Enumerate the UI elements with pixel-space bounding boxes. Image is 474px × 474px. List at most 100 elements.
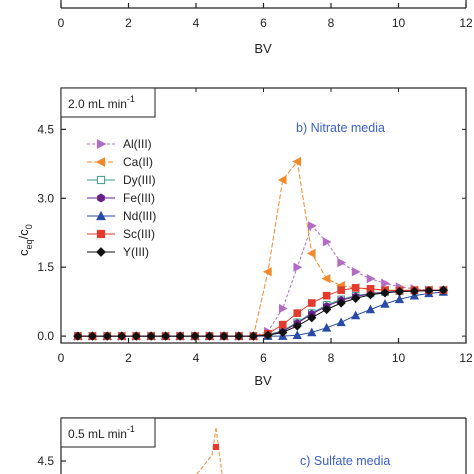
- data-point-aliii: [307, 221, 317, 231]
- panel-b-y-tick-label: 4.5: [37, 122, 54, 136]
- data-point-caii: [321, 274, 331, 284]
- data-point-sciii: [278, 320, 287, 329]
- data-point-yiii: [102, 331, 112, 341]
- panel-a-x-tick-labels: 0 2 4 6 8 10 12: [58, 16, 473, 30]
- data-point-yiii: [380, 288, 390, 298]
- data-point-yiii: [131, 331, 141, 341]
- data-point-caii: [277, 175, 287, 185]
- panel-a-x-tick-label: 6: [260, 16, 267, 30]
- data-point-yiii: [307, 313, 317, 323]
- legend-marker-dyiii: [96, 175, 106, 185]
- panel-b-x-tick-label: 4: [193, 351, 200, 365]
- panel-c-partial-marker: [213, 444, 219, 450]
- legend-marker-aliii: [96, 139, 107, 149]
- panel-c-partial-series-line: [196, 427, 217, 474]
- panel-b-flow-rate-exp: -1: [127, 94, 135, 104]
- panel-c: 0.5 mL min-1 c) Sulfate media 4.5: [37, 417, 467, 474]
- data-point-ndiii: [365, 304, 376, 314]
- data-point-aliii: [322, 237, 332, 247]
- legend-label-caii: Ca(II): [123, 155, 153, 169]
- panel-b-x-tick-label: 10: [392, 351, 406, 365]
- panel-b-x-tick-label: 8: [328, 351, 335, 365]
- panel-c-flow-rate-text: 0.5 mL min: [68, 427, 127, 441]
- data-point-yiii: [248, 331, 258, 341]
- panel-b-ticks: [60, 88, 467, 343]
- panel-b-y-tick-labels: 0.0 1.5 3.0 4.5: [37, 122, 54, 343]
- data-point-yiii: [365, 290, 376, 300]
- legend-marker-sciii: [96, 229, 106, 239]
- panel-a-x-tick-label: 4: [193, 16, 200, 30]
- data-point-sciii: [293, 309, 302, 317]
- panel-b-flow-rate-text: 2.0 mL min: [68, 97, 127, 111]
- data-point-ndiii: [336, 317, 346, 327]
- data-point-yiii: [351, 293, 361, 304]
- data-point-sciii: [351, 284, 360, 292]
- data-point-yiii: [438, 285, 448, 295]
- panel-b-x-tick-label: 12: [459, 351, 473, 365]
- legend-marker-feiii: [97, 193, 105, 203]
- panel-b-flow-rate-box: [60, 87, 156, 118]
- panel-b-x-tick-labels: 0 2 4 6 8 10 12: [58, 351, 473, 365]
- data-point-yiii: [146, 331, 156, 341]
- data-point-caii: [306, 248, 316, 259]
- data-point-yiii: [175, 331, 185, 341]
- data-point-yiii: [234, 331, 244, 341]
- data-point-aliii: [293, 262, 303, 272]
- panel-b-subtitle: b) Nitrate media: [296, 121, 385, 135]
- panel-b-y-tick-label: 1.5: [37, 260, 54, 274]
- data-point-ndiii: [292, 330, 302, 339]
- panel-a-x-tick-label: 2: [125, 16, 132, 30]
- panel-c-partial-series-line-2: [215, 427, 223, 474]
- panel-b-x-tick-label: 0: [58, 351, 65, 365]
- panel-a-x-axis-label: BV: [254, 41, 272, 56]
- panel-a: 0 2 4 6 8 10 12 BV: [58, 0, 473, 56]
- panel-b-legend: Al(III) Ca(II) Dy(III) Fe(III) Nd(III) Sc(III…: [87, 137, 156, 259]
- data-point-aliii: [351, 267, 361, 277]
- data-point-sciii: [322, 291, 331, 300]
- data-point-aliii: [366, 274, 376, 284]
- panel-b-flow-rate: 2.0 mL min-1: [68, 94, 135, 111]
- panel-c-y-tick-label: 4.5: [37, 454, 54, 468]
- data-point-yiii: [424, 286, 434, 296]
- series-line-dyiii: [77, 289, 444, 337]
- legend-label-feiii: Fe(III): [123, 191, 155, 205]
- series-line-yiii: [77, 289, 444, 337]
- data-point-aliii: [337, 257, 347, 268]
- panel-b-frame: [60, 87, 467, 344]
- data-point-yiii: [394, 286, 405, 297]
- data-point-ndiii: [321, 322, 332, 332]
- data-point-ndiii: [380, 299, 390, 308]
- panel-b-y-tick-label: 0.0: [37, 329, 54, 343]
- data-point-yiii: [87, 331, 97, 341]
- data-point-yiii: [263, 330, 273, 340]
- series-line-ndiii: [77, 291, 444, 337]
- panel-c-flow-rate-box: [60, 417, 156, 448]
- panel-a-x-tick-label: 0: [58, 16, 65, 30]
- data-point-sciii: [307, 299, 316, 307]
- legend-marker-caii: [95, 157, 106, 167]
- legend-label-ndiii: Nd(III): [123, 209, 156, 223]
- panel-c-subtitle: c) Sulfate media: [300, 454, 390, 468]
- panel-b-x-tick-label: 6: [260, 351, 267, 365]
- legend-label-dyiii: Dy(III): [123, 173, 156, 187]
- data-point-yiii: [336, 298, 346, 308]
- data-point-aliii: [278, 303, 288, 314]
- panel-b-series: [72, 156, 449, 341]
- series-line-aliii: [77, 224, 444, 337]
- data-point-ndiii: [394, 294, 405, 304]
- data-point-sciii: [337, 286, 345, 294]
- data-point-yiii: [161, 331, 171, 341]
- panel-a-x-tick-label: 8: [328, 16, 335, 30]
- data-point-yiii: [190, 331, 200, 341]
- panel-a-x-ticks: [60, 3, 467, 8]
- legend-marker-yiii: [96, 247, 106, 257]
- data-point-yiii: [278, 327, 288, 338]
- data-point-yiii: [117, 331, 127, 341]
- panel-c-flow-rate-exp: -1: [127, 424, 135, 434]
- legend-label-yiii: Y(III): [123, 245, 149, 259]
- panel-a-x-tick-label: 10: [392, 16, 406, 30]
- panel-a-x-tick-label: 12: [459, 16, 473, 30]
- data-point-yiii: [73, 331, 83, 341]
- data-point-ndiii: [351, 310, 361, 320]
